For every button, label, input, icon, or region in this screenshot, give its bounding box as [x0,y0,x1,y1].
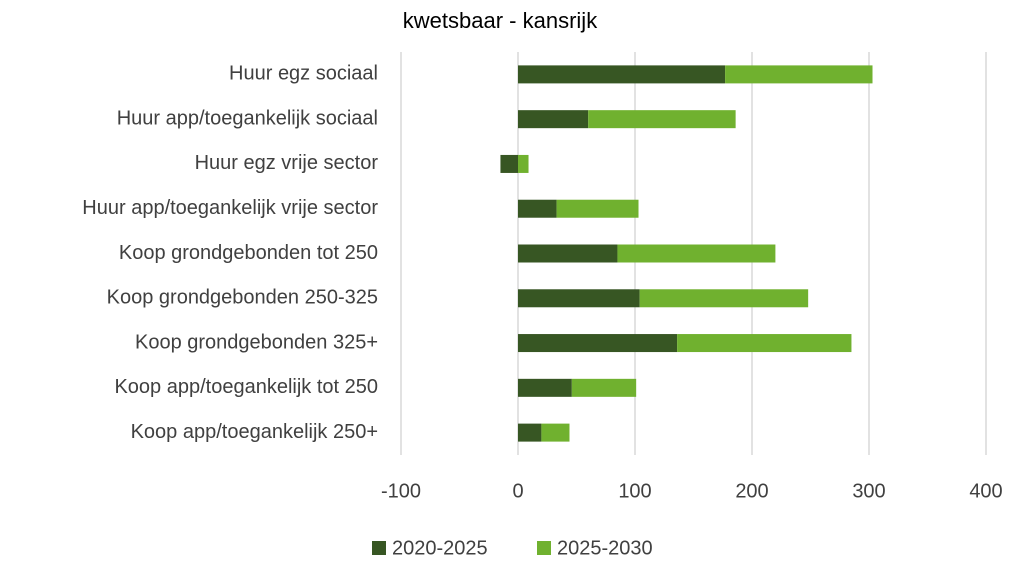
bar-segment [518,334,678,353]
y-tick-label: Huur egz sociaal [229,63,378,85]
bar-segment [617,244,776,263]
x-tick-label: 300 [852,480,885,502]
legend-swatch [537,541,551,555]
bar-segment [500,154,518,173]
bar-segment [556,199,639,218]
bar-segment [518,289,640,308]
legend-label: 2020-2025 [392,537,488,559]
bar-segment [541,423,570,442]
bar-segment [588,110,736,129]
y-tick-label: Koop grondgebonden 250-325 [107,287,378,309]
bar-segment [518,110,589,129]
bar-segment [518,378,572,397]
x-tick-label: -100 [381,480,421,502]
bar-segment [518,199,557,218]
bar-segment [518,244,618,263]
legend-swatch [372,541,386,555]
bar-segment [518,423,542,442]
x-tick-label: 0 [512,480,523,502]
y-tick-label: Koop grondgebonden tot 250 [119,242,378,264]
y-tick-label: Koop app/toegankelijk 250+ [131,421,378,443]
y-tick-label: Koop grondgebonden 325+ [135,331,378,353]
x-tick-label: 200 [735,480,768,502]
x-tick-label: 100 [618,480,651,502]
y-tick-label: Koop app/toegankelijk tot 250 [114,376,378,398]
bar-segment [677,334,852,353]
bar-segment [518,65,726,84]
y-tick-label: Huur app/toegankelijk vrije sector [82,197,378,219]
bar-segment [639,289,809,308]
bar-segment [518,154,529,173]
bar-segment [725,65,873,84]
bar-segment [571,378,637,397]
y-tick-label: Huur app/toegankelijk sociaal [117,107,378,129]
x-tick-label: 400 [969,480,1002,502]
chart-title: kwetsbaar - kansrijk [403,8,598,33]
y-tick-label: Huur egz vrije sector [195,152,379,174]
legend-label: 2025-2030 [557,537,653,559]
